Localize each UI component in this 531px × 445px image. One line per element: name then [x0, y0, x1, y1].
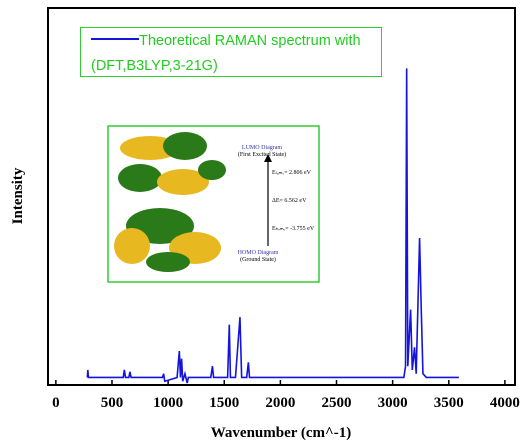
inset-subtitle: (First Excited State)	[238, 151, 286, 158]
x-tick-label: 2500	[322, 395, 352, 411]
x-tick-label: 1500	[209, 395, 239, 411]
x-tick-label: 4000	[490, 395, 520, 411]
x-tick-label: 500	[101, 395, 124, 411]
inset-image: LUMO Diagram (First Excited State) Eₗᵤₘₒ…	[108, 126, 319, 282]
inset-gap: ΔE= 6.562 eV	[272, 198, 307, 204]
inset-bottom-subtitle: (Ground State)	[240, 256, 276, 263]
x-tick-label: 1000	[153, 395, 183, 411]
legend-label: Theoretical RAMAN spectrum with (DFT,B3L…	[91, 29, 381, 79]
y-axis-title: Intensity	[10, 167, 26, 224]
x-axis-title: Wavenumber (cm^-1)	[211, 425, 352, 441]
page: Wavenumber (cm^-1) Intensity LUMO Diagra…	[0, 0, 531, 445]
inset-homo: Eₕₒₘₒ= -3.755 eV	[272, 226, 315, 232]
legend: Theoretical RAMAN spectrum with (DFT,B3L…	[80, 27, 382, 77]
inset-bottom-title: HOMO Diagram	[238, 250, 279, 256]
x-tick-label: 3000	[378, 395, 408, 411]
x-tick-label: 3500	[434, 395, 464, 411]
inset-lumo: Eₗᵤₘₒ= 2.806 eV	[272, 170, 312, 176]
x-tick-label: 2000	[265, 395, 295, 411]
x-tick-label: 0	[52, 395, 60, 411]
inset-title: LUMO Diagram	[242, 145, 282, 151]
